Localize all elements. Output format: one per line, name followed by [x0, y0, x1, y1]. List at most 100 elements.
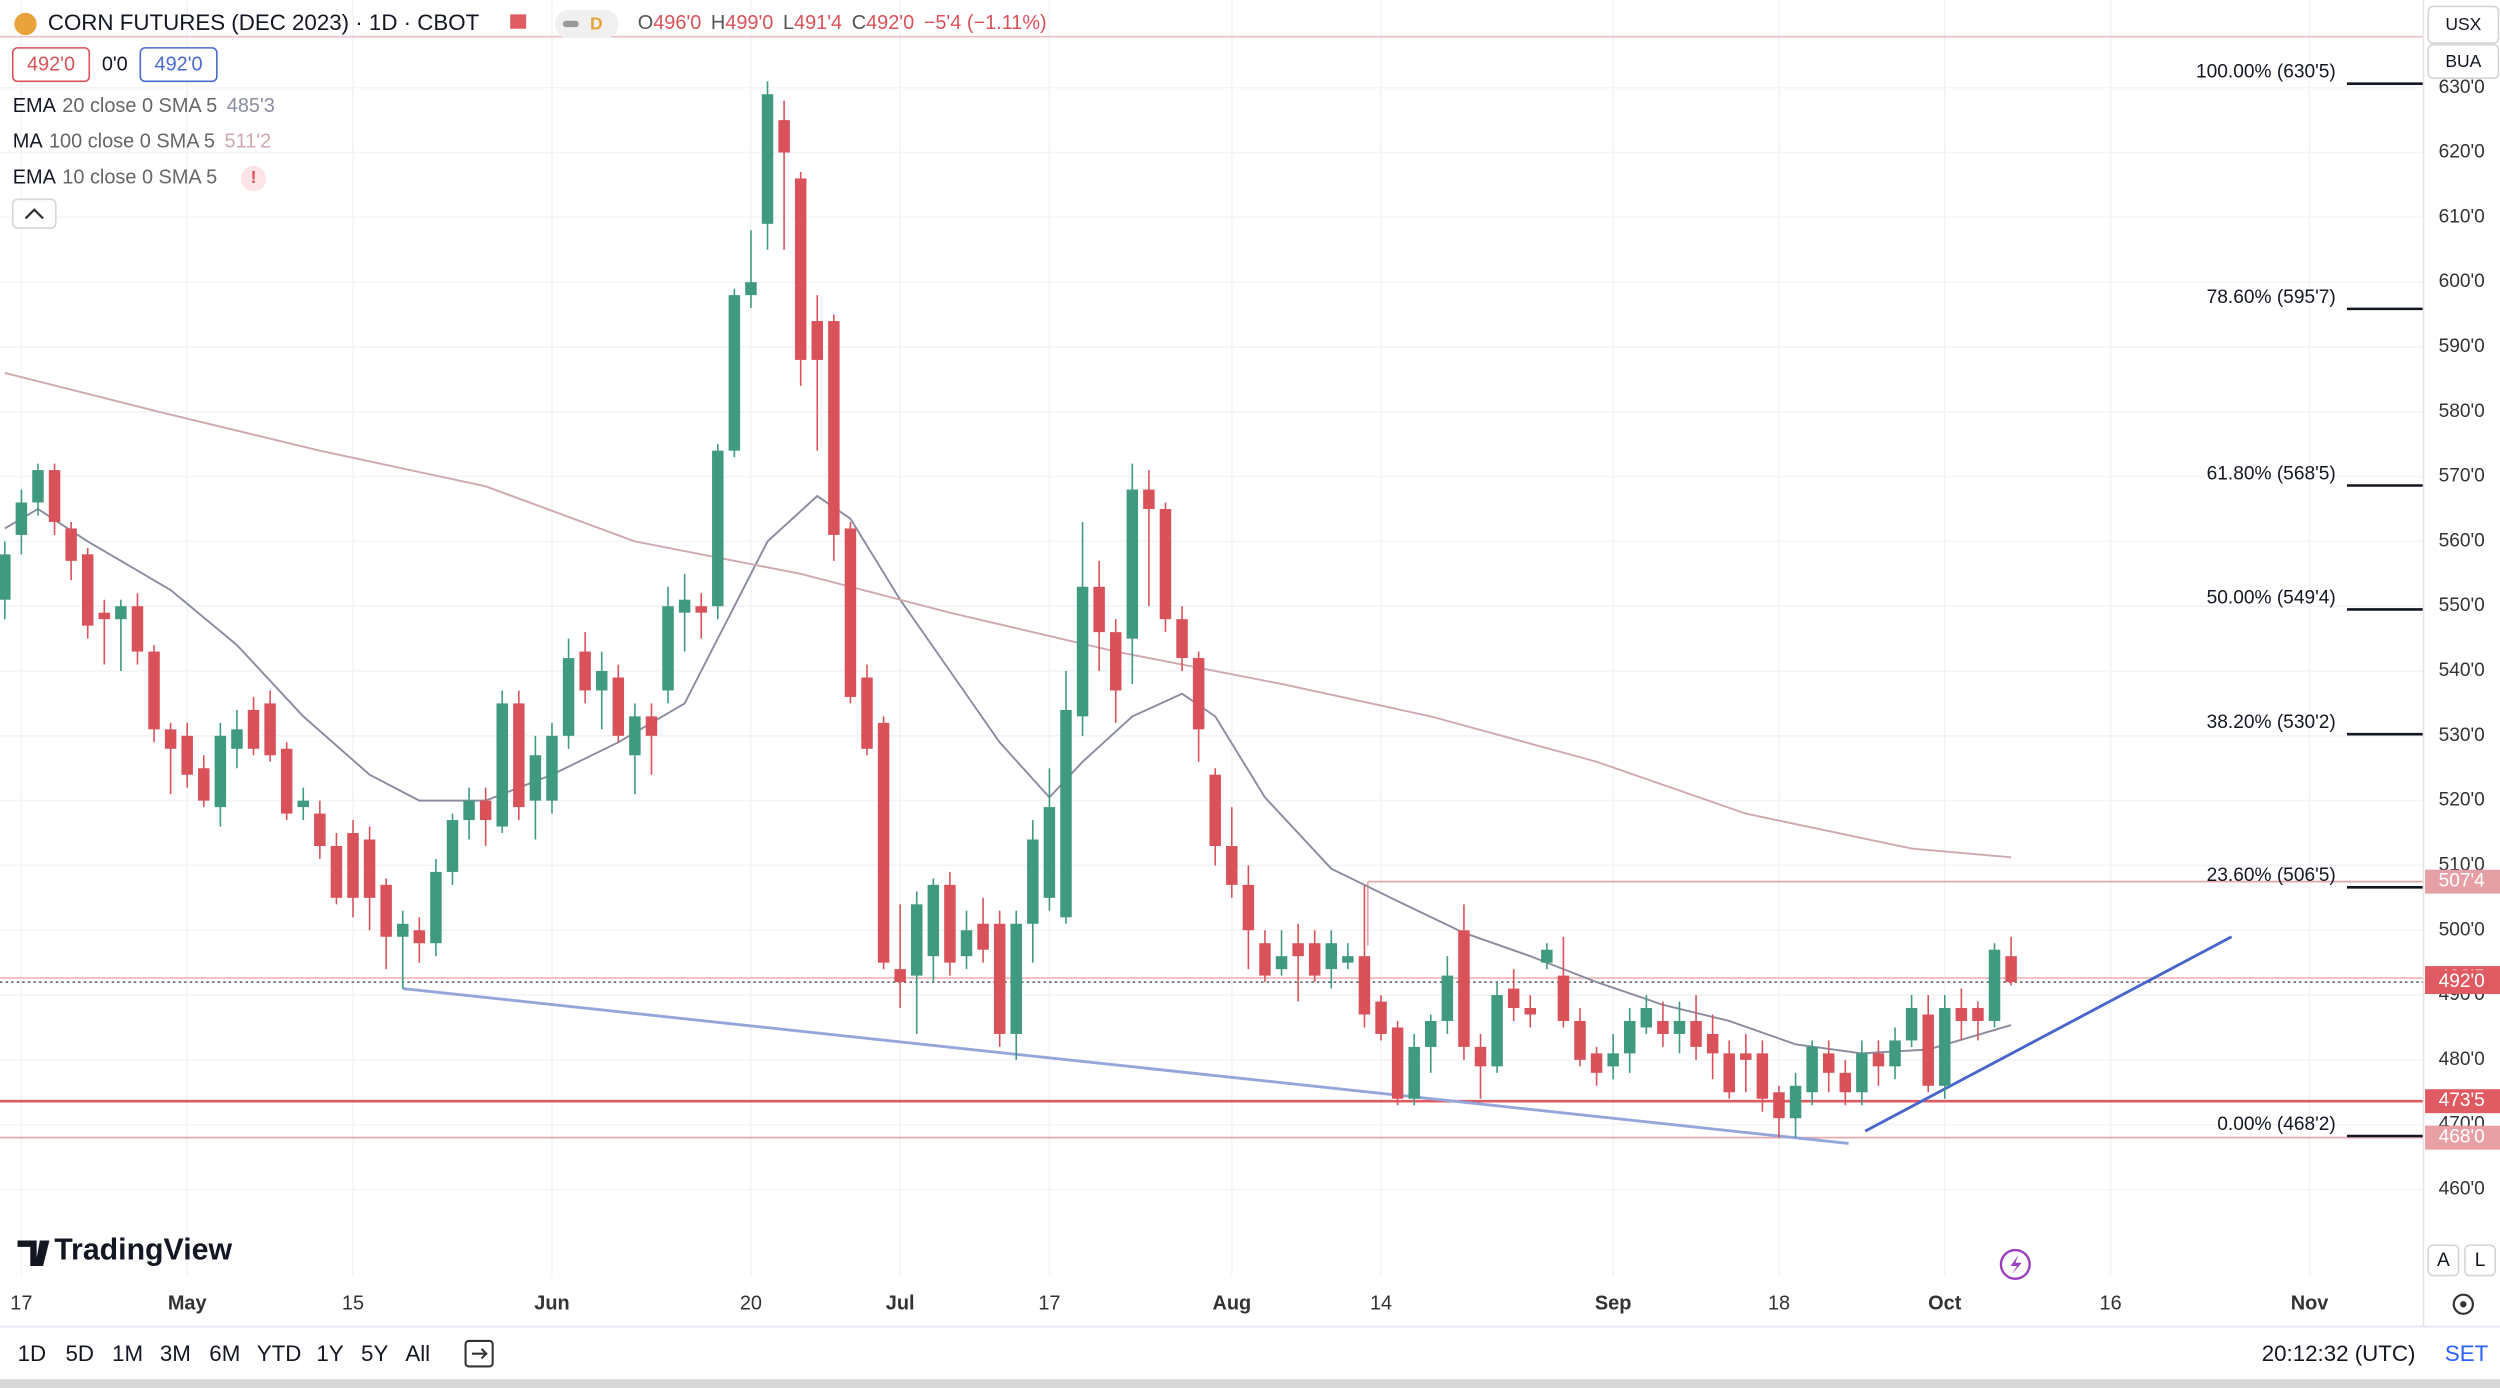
x-tick-label: Oct [1928, 1293, 1962, 1315]
y-tick-label: 610'0 [2439, 206, 2485, 227]
currency[interactable]: USX [2445, 14, 2481, 34]
x-tick-label: 17 [1038, 1293, 1060, 1315]
candle-body [960, 930, 973, 957]
candle-body [662, 606, 674, 691]
range-button[interactable]: YTD [257, 1341, 302, 1366]
candle-body [1491, 995, 1503, 1067]
indicator-params: 10 close 0 SMA 5 [62, 167, 217, 189]
indicator-name: EMA [13, 95, 57, 117]
trendline [402, 987, 1849, 1145]
auto-scale-label[interactable]: A [2437, 1250, 2450, 1271]
candle-body [1856, 1053, 1868, 1093]
candle-body [0, 554, 11, 600]
candle-body [712, 450, 724, 607]
range-button[interactable]: 1Y [316, 1341, 343, 1366]
candle-body [844, 528, 857, 697]
candle-body [911, 904, 923, 976]
candle-body [1010, 923, 1022, 1034]
ohlc-value: 491'4 [794, 12, 842, 34]
range-button[interactable]: 5Y [361, 1341, 388, 1366]
candle-body [1060, 709, 1072, 918]
candle-body [463, 800, 475, 821]
candle-body [413, 930, 426, 944]
y-tick-label: 460'0 [2439, 1179, 2485, 1200]
unit-dropdown[interactable] [2427, 43, 2500, 79]
candle-body [1557, 975, 1570, 1021]
log-scale-button[interactable] [2464, 1244, 2497, 1277]
settings-gear[interactable] [2452, 1293, 2475, 1315]
indicator-warning[interactable] [240, 165, 267, 192]
ohlc-key: L [783, 12, 794, 34]
range-button[interactable]: 1D [18, 1341, 47, 1366]
price-label-bg [2425, 1089, 2500, 1114]
currency-dropdown[interactable] [2427, 5, 2500, 44]
ohlc-value: 496'0 [653, 12, 701, 34]
candle-body [1624, 1020, 1636, 1054]
price-box [11, 47, 91, 83]
y-tick-label: 630'0 [2439, 77, 2485, 98]
settings-gear-center [2460, 1301, 2467, 1308]
indicator-params: 100 close 0 SMA 5 [49, 131, 215, 153]
price-label: 468'0 [2439, 1127, 2485, 1148]
candle-body [1673, 1020, 1686, 1034]
collapse-button[interactable] [11, 198, 57, 229]
candle-body [695, 606, 707, 613]
candle-body [297, 800, 310, 808]
candle-body [877, 722, 890, 963]
status-pill [554, 9, 619, 39]
candle-body [645, 716, 658, 736]
candle-body [347, 833, 359, 898]
range-button[interactable]: 5D [65, 1341, 94, 1366]
indicator-legend: EMA 10 close 0 SMA 5 [13, 167, 217, 189]
candle-body [1425, 1020, 1437, 1047]
symbol-icon [14, 12, 37, 36]
candle-body [1723, 1053, 1735, 1093]
unit[interactable]: BUA [2445, 51, 2481, 71]
candle-body [1259, 943, 1271, 976]
chart-title: CORN FUTURES (DEC 2023) · 1D · CBOT [48, 10, 480, 35]
candle-body [1192, 658, 1205, 730]
candle-body [1574, 1020, 1586, 1060]
candle-body [977, 923, 989, 950]
x-tick-label: 17 [10, 1293, 32, 1315]
candle-body [1889, 1040, 1901, 1067]
y-tick-label: 500'0 [2439, 919, 2485, 940]
fib-label: 78.60% (595'7) [2207, 287, 2336, 308]
candle-body [1972, 1008, 1984, 1021]
compare-icon[interactable] [464, 1339, 494, 1368]
ohlc-legend: O496'0 H499'0 L491'4 C492'0 −5'4 (−1.11%) [638, 12, 1047, 34]
candle-body [579, 651, 591, 691]
price-label-bg [2425, 1125, 2500, 1150]
candle-body [1474, 1046, 1487, 1067]
candle-body [1905, 1008, 1918, 1041]
y-tick-label: 590'0 [2439, 336, 2485, 357]
range-button[interactable]: 6M [209, 1341, 240, 1366]
flag-icon[interactable] [510, 14, 527, 29]
range-button[interactable]: All [405, 1341, 430, 1366]
candle-body [944, 884, 956, 963]
candle-body [1209, 774, 1221, 846]
candle-body [148, 651, 160, 730]
clock: 20:12:32 (UTC) [2262, 1341, 2416, 1366]
candle-body [513, 703, 525, 808]
indicator-params: 20 close 0 SMA 5 [62, 95, 217, 117]
price-label-bg [2425, 869, 2500, 894]
candle-body [164, 729, 177, 749]
auto-scale-button[interactable] [2427, 1244, 2460, 1277]
fib-label: 38.20% (530'2) [2207, 712, 2336, 733]
range-button[interactable]: 3M [160, 1341, 191, 1366]
price-box-label: 0'0 [102, 54, 128, 76]
candle-body [397, 923, 409, 937]
lightning-button[interactable] [1999, 1248, 2031, 1280]
candle-body [214, 735, 227, 808]
candle-body [728, 295, 741, 451]
y-tick-label: 580'0 [2439, 401, 2485, 422]
log-scale-label[interactable]: L [2475, 1250, 2486, 1271]
grid [0, 0, 2424, 1276]
candle-body [314, 813, 326, 846]
settings-link[interactable]: SET [2445, 1341, 2489, 1366]
candle-body [1375, 1001, 1387, 1034]
range-button[interactable]: 1M [112, 1341, 143, 1366]
candle-body [1872, 1053, 1885, 1067]
